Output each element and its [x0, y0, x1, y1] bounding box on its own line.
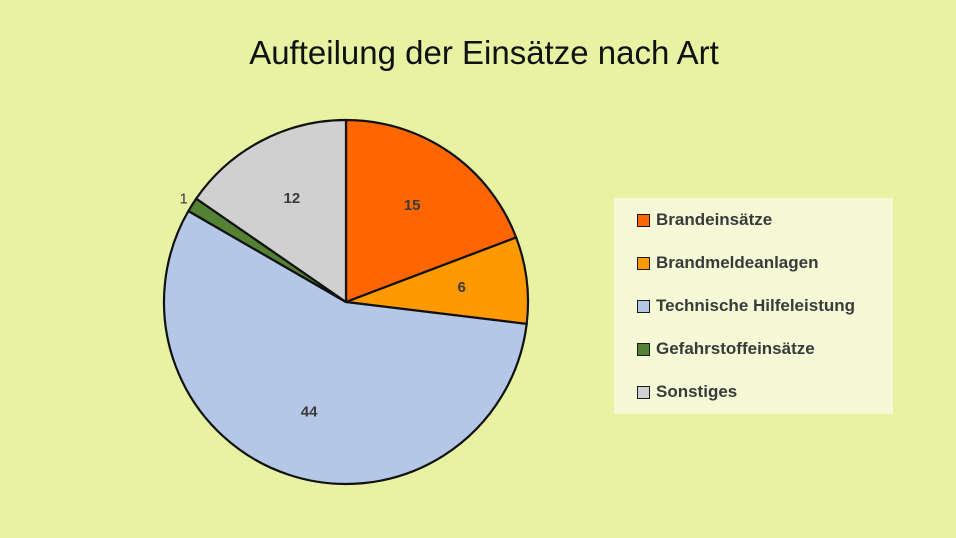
legend-label: Brandeinsätze: [656, 210, 773, 229]
legend-swatch: [637, 385, 650, 399]
legend-label: Sonstiges: [656, 382, 738, 401]
data-label-2: 6: [457, 279, 465, 296]
legend-item: Sonstiges: [637, 382, 737, 402]
data-label-5: 12: [284, 190, 301, 207]
legend-label: Gefahrstoffeinsätze: [656, 339, 815, 358]
legend-item: Brandmeldeanlagen: [637, 253, 819, 273]
legend-swatch: [637, 342, 650, 356]
legend: Brandeinsätze Brandmeldeanlagen Technische…: [614, 198, 893, 414]
pie-slice-1: [344, 118, 518, 304]
legend-item: Gefahrstoffeinsätze: [637, 339, 815, 359]
data-label-4: 1: [180, 190, 188, 207]
pie-slice-3: [162, 209, 528, 486]
data-label-1: 15: [404, 197, 421, 214]
legend-swatch: [637, 299, 650, 313]
legend-label: Technische Hilfeleistung: [656, 296, 856, 315]
pie-slice-5: [195, 118, 348, 304]
chart-title: Aufteilung der Einsätze nach Art: [249, 34, 719, 71]
legend-swatch: [637, 256, 650, 270]
data-label-3: 44: [301, 403, 318, 420]
legend-label: Brandmeldeanlagen: [656, 253, 819, 272]
legend-item: Brandeinsätze: [637, 210, 772, 230]
legend-item: Technische Hilfeleistung: [637, 296, 855, 316]
legend-swatch: [637, 213, 650, 227]
